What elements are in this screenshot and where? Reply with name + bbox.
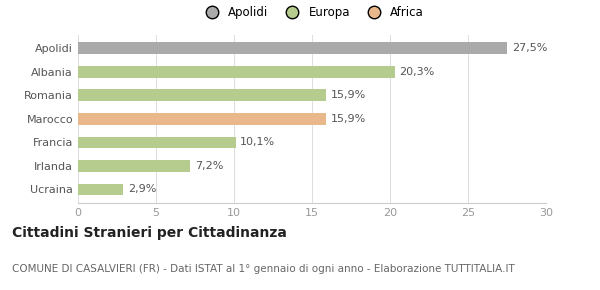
Text: 2,9%: 2,9%: [128, 184, 156, 195]
Text: 7,2%: 7,2%: [195, 161, 223, 171]
Bar: [78, 137, 236, 148]
Bar: [78, 113, 326, 125]
Text: Cittadini Stranieri per Cittadinanza: Cittadini Stranieri per Cittadinanza: [12, 226, 287, 240]
Bar: [78, 184, 123, 195]
Bar: [78, 66, 395, 78]
Legend: Apolidi, Europa, Africa: Apolidi, Europa, Africa: [197, 4, 427, 21]
Text: 27,5%: 27,5%: [512, 43, 547, 53]
Bar: [78, 42, 507, 54]
Bar: [78, 160, 190, 172]
Bar: [78, 90, 326, 101]
Text: 15,9%: 15,9%: [331, 114, 366, 124]
Text: 10,1%: 10,1%: [240, 137, 275, 147]
Text: 20,3%: 20,3%: [400, 67, 434, 77]
Text: 15,9%: 15,9%: [331, 90, 366, 100]
Text: COMUNE DI CASALVIERI (FR) - Dati ISTAT al 1° gennaio di ogni anno - Elaborazione: COMUNE DI CASALVIERI (FR) - Dati ISTAT a…: [12, 264, 515, 274]
